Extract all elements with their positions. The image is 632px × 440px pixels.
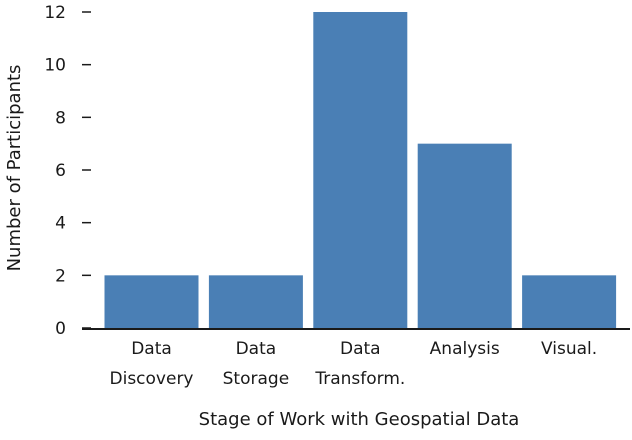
x-tick-label-line: Visual. [541,339,597,359]
bar-0 [104,275,199,328]
x-tick-label-line: Discovery [110,369,194,389]
y-tick-label-2: 4 [55,214,66,234]
x-tick-label-3: Analysis [430,339,500,359]
x-tick-label-2: Data Transform. [314,339,405,389]
x-tick-label-1: Data Storage [223,339,290,389]
x-axis: Data Discovery Data Storage Data Transform. An… [82,328,630,389]
bars [104,12,617,328]
x-tick-label-line: Storage [223,369,290,389]
x-tick-label-line: Data [236,339,277,359]
y-axis: 0 2 4 6 8 10 12 [44,3,91,339]
x-tick-label-0: Data Discovery [110,339,194,389]
x-tick-label-line: Transform. [314,369,405,389]
y-axis-label: Number of Participants [4,65,25,272]
bar-1 [208,275,303,328]
bar-3 [417,143,512,328]
y-tick-label-6: 12 [44,3,66,23]
x-axis-label: Stage of Work with Geospatial Data [199,409,520,430]
y-tick-label-4: 8 [55,108,66,128]
y-tick-label-5: 10 [44,56,66,76]
bar-2 [313,12,408,328]
x-tick-label-line: Analysis [430,339,500,359]
x-tick-label-line: Data [131,339,172,359]
y-tick-label-0: 0 [55,319,66,339]
bar-4 [522,275,617,328]
x-tick-label-line: Data [340,339,381,359]
x-tick-label-4: Visual. [541,339,597,359]
y-tick-label-1: 2 [55,266,66,286]
y-tick-label-3: 6 [55,161,66,181]
